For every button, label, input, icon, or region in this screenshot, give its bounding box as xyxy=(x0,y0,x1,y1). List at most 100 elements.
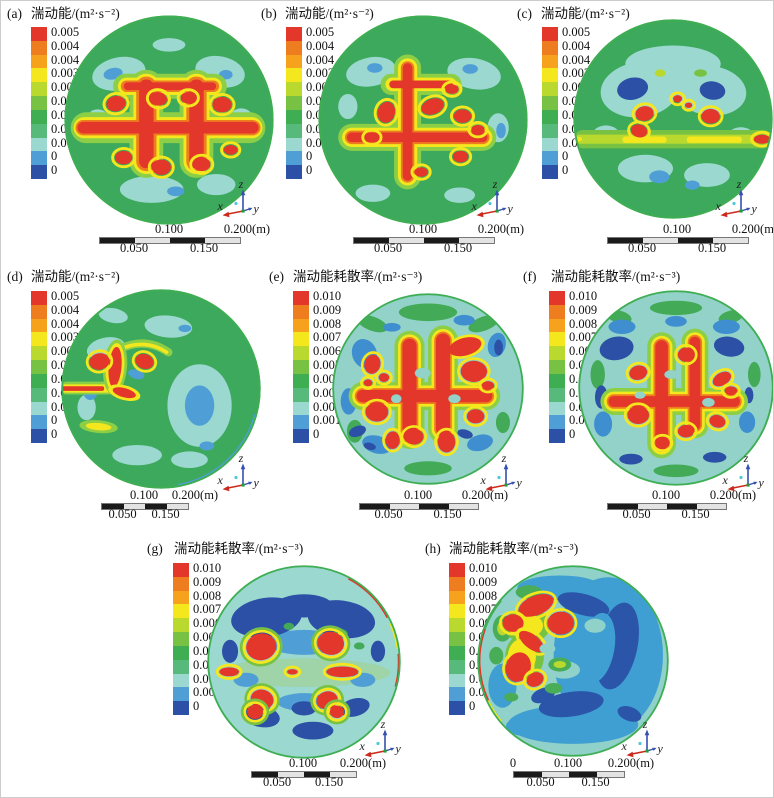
colorbar-swatches-b xyxy=(286,27,302,179)
scale-ruler-e xyxy=(359,502,479,510)
axis-label-z: z xyxy=(238,177,244,191)
scale-0050-h: 0.050 xyxy=(526,775,555,789)
colorbar-segment xyxy=(286,40,302,55)
colorbar-segment xyxy=(173,673,189,688)
colorbar-segment xyxy=(173,590,189,605)
colorbar-tick: 0 xyxy=(562,163,569,178)
scale-0100-b: 0.100 xyxy=(408,222,438,236)
colorbar-tick: 0.001 xyxy=(313,413,342,428)
panel-label-a: (a) xyxy=(7,6,22,21)
colorbar-segment xyxy=(549,346,565,361)
colorbar-segment xyxy=(542,151,558,166)
scale-ruler-segment xyxy=(354,237,389,243)
axis-triad-g: zx y xyxy=(359,717,402,758)
scale-0050-e: 0.050 xyxy=(374,507,403,521)
panel-title-a: 湍动能/(m²·s⁻²) xyxy=(31,6,120,21)
colorbar-segment xyxy=(31,82,47,97)
scale-0100-f: 0.100 xyxy=(651,488,681,502)
scale-0200-g: 0.200(m) xyxy=(339,756,387,770)
colorbar-tick: 0.010 xyxy=(313,289,342,303)
colorbar-segment xyxy=(286,54,302,69)
colorbar-segment xyxy=(449,673,465,688)
scale-0100-d: 0.100 xyxy=(129,488,159,502)
scale-ruler-segment xyxy=(643,237,678,243)
colorbar-segment xyxy=(542,54,558,69)
scale-ruler-segment xyxy=(541,771,569,777)
colorbar-segment xyxy=(449,604,465,619)
colorbar-tick: 0.007 xyxy=(569,330,598,345)
colorbar-tick: 0 xyxy=(51,413,58,428)
axis-triad-b: zx y xyxy=(471,177,514,218)
contour-plot-b xyxy=(318,15,528,225)
colorbar-segment xyxy=(549,291,565,305)
axis-label-z: z xyxy=(736,177,742,191)
axis-label-x: x xyxy=(217,473,224,487)
panel-title-e: 湍动能耗散率/(m²·s⁻³) xyxy=(293,269,423,284)
colorbar-segment xyxy=(31,96,47,110)
colorbar-segment xyxy=(31,123,47,138)
colorbar-tick: 0.008 xyxy=(469,588,498,603)
scale-0050-f: 0.050 xyxy=(622,507,651,521)
colorbar-segment xyxy=(293,304,309,319)
scale-ruler-segment xyxy=(360,503,390,509)
scale-ruler-g xyxy=(251,770,357,778)
colorbar-segment xyxy=(449,645,465,660)
colorbar-tick: 0 xyxy=(469,699,476,714)
colorbar-segment xyxy=(286,123,302,138)
colorbar-segment xyxy=(293,318,309,333)
scale-ruler-segment xyxy=(667,503,697,509)
scale-0050-a: 0.050 xyxy=(119,241,149,255)
colorbar-swatches-f xyxy=(549,291,565,443)
colorbar-segment xyxy=(31,54,47,69)
colorbar-tick: 0 xyxy=(562,149,569,164)
colorbar-segment xyxy=(31,109,47,124)
scale-ruler-segment xyxy=(170,237,205,243)
colorbar-segment xyxy=(31,373,47,388)
axis-label-y: y xyxy=(751,202,758,216)
scale-0100-c: 0.100 xyxy=(662,222,692,236)
colorbar-segment xyxy=(449,618,465,633)
scale-0200-b: 0.200(m) xyxy=(477,222,525,236)
colorbar-tick: 0.004 xyxy=(51,38,80,53)
scale-0200-f: 0.200(m) xyxy=(709,488,757,502)
colorbar-segment xyxy=(31,304,47,319)
colorbar-tick: 0.003 xyxy=(51,66,80,81)
axis-label-z: z xyxy=(501,451,507,465)
scale-ruler-d xyxy=(101,502,189,510)
colorbar-segment xyxy=(31,318,47,333)
colorbar-segment xyxy=(549,401,565,416)
colorbar-segment xyxy=(542,137,558,152)
colorbar-segment xyxy=(286,27,302,41)
colorbar-tick: 0.004 xyxy=(51,52,80,67)
colorbar-segment xyxy=(286,68,302,83)
panel-title-b: 湍动能/(m²·s⁻²) xyxy=(285,6,374,21)
scale-zero-h: 0 xyxy=(509,756,517,770)
panel-label-b: (b) xyxy=(261,6,277,21)
colorbar-segment xyxy=(549,429,565,443)
colorbar-tick: 0 xyxy=(306,163,313,178)
panel-label-h: (h) xyxy=(425,541,441,556)
axis-label-x: x xyxy=(217,199,224,213)
scale-0150-d: 0.150 xyxy=(151,507,180,521)
colorbar-tick: 0 xyxy=(569,427,576,442)
colorbar-tick: 0.003 xyxy=(51,330,80,345)
axis-label-z: z xyxy=(238,451,244,465)
colorbar-segment xyxy=(173,604,189,619)
colorbar-segment xyxy=(549,360,565,374)
scale-ruler-segment xyxy=(304,771,330,777)
colorbar-segment xyxy=(31,415,47,430)
colorbar-swatches-a xyxy=(31,27,47,179)
panel-label-f: (f) xyxy=(523,269,537,284)
colorbar-tick: 0.010 xyxy=(469,561,498,575)
colorbar-tick: 0.005 xyxy=(51,25,80,39)
scale-ruler-f xyxy=(607,502,727,510)
colorbar-segment xyxy=(449,687,465,702)
colorbar-segment xyxy=(286,137,302,152)
colorbar-segment xyxy=(31,137,47,152)
colorbar-segment xyxy=(542,27,558,41)
colorbar-tick: 0.004 xyxy=(562,52,591,67)
colorbar-tick: 0.009 xyxy=(313,302,342,317)
colorbar-segment xyxy=(542,165,558,179)
contour-plot-d xyxy=(61,289,261,489)
scale-0150-f: 0.150 xyxy=(681,507,710,521)
